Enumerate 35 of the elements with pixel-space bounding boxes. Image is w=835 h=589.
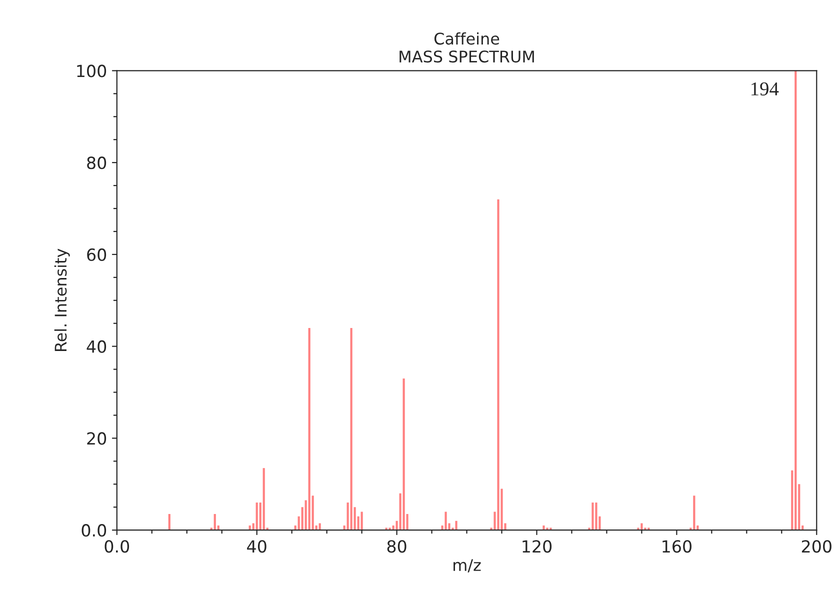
bar	[444, 512, 447, 530]
bar	[455, 520, 458, 530]
x-tick-label: 80	[387, 540, 406, 553]
y-axis-title: Rel. Intensity	[54, 248, 70, 351]
chart-title: Caffeine	[434, 32, 500, 45]
chart-subtitle: MASS SPECTRUM	[400, 50, 534, 63]
bar	[214, 514, 216, 530]
y-tick-label: 60	[87, 248, 106, 262]
bar	[308, 328, 310, 530]
bar	[640, 523, 643, 530]
x-tick-label: 40	[247, 540, 266, 553]
bar	[256, 502, 258, 530]
y-tick-label: 40	[86, 340, 106, 353]
y-tick-label: 100	[77, 64, 106, 78]
bar	[595, 502, 598, 530]
y-tick-label: 20	[87, 432, 106, 445]
bar	[318, 523, 321, 530]
x-tick-label: 0.0	[104, 540, 130, 553]
bar	[350, 328, 352, 530]
bar	[168, 514, 170, 530]
bar	[693, 496, 696, 530]
bar	[592, 502, 594, 530]
bar	[794, 70, 797, 530]
y-tick-label: 0.0	[82, 524, 106, 537]
x-tick-label: 160	[662, 540, 692, 553]
bar	[497, 199, 500, 530]
y-tick-label: 80	[87, 156, 106, 170]
bar	[262, 468, 265, 530]
annotation: 194	[752, 82, 779, 96]
x-tick-label: 120	[522, 540, 552, 553]
bar	[402, 378, 405, 530]
bar	[542, 526, 545, 530]
x-tick-label: 200	[802, 540, 832, 553]
x-axis-title: m/z	[454, 559, 481, 572]
bar	[360, 512, 363, 530]
